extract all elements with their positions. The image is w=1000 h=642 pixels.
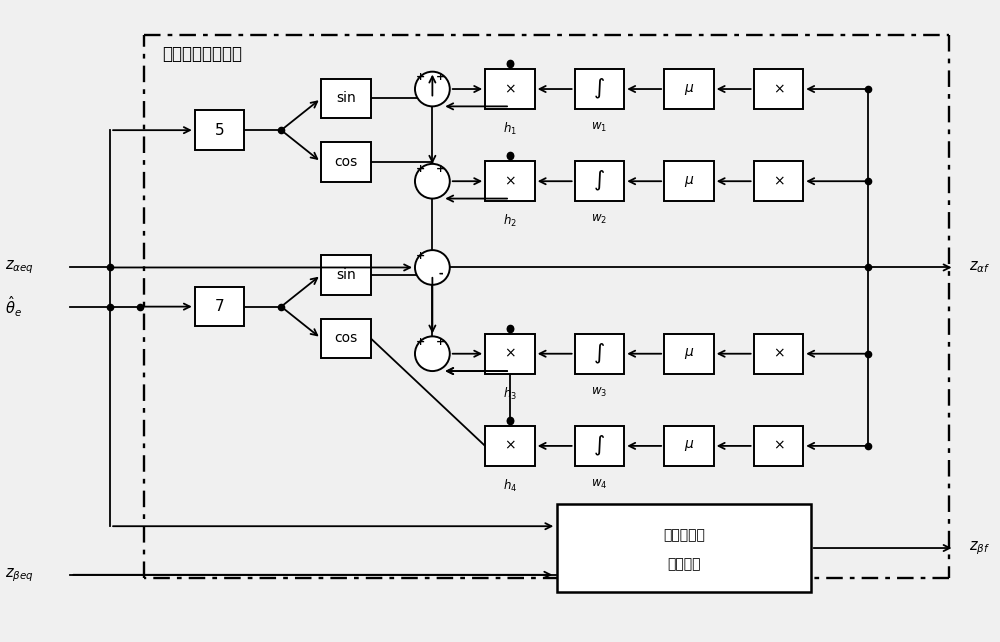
Text: +: + [436,164,445,174]
Text: $\times$: $\times$ [504,439,516,453]
Bar [754,161,803,201]
Bar [485,426,535,465]
Bar [754,426,803,465]
Text: 自适应陷波滤波器: 自适应陷波滤波器 [162,46,242,64]
Circle shape [415,72,450,107]
Text: 波滤波器: 波滤波器 [667,557,701,571]
Text: $\mu$: $\mu$ [684,438,694,453]
Text: +: + [416,164,425,174]
Text: $h_2$: $h_2$ [503,213,517,229]
Bar [485,69,535,109]
Text: $\int$: $\int$ [593,434,605,458]
Bar [321,255,371,295]
Bar [664,161,714,201]
Text: $\int$: $\int$ [593,169,605,193]
Text: $\int$: $\int$ [593,77,605,101]
Text: $\hat{\theta}_e$: $\hat{\theta}_e$ [5,295,22,319]
Text: $\times$: $\times$ [504,347,516,361]
Text: $w_4$: $w_4$ [591,478,608,490]
Text: $z_{\beta eq}$: $z_{\beta eq}$ [5,566,33,584]
Text: $\times$: $\times$ [773,82,784,96]
Text: -: - [438,268,443,279]
Bar [575,69,624,109]
Text: $z_{\beta f}$: $z_{\beta f}$ [969,539,991,557]
Text: 5: 5 [215,123,224,137]
Bar [754,334,803,374]
Circle shape [415,250,450,285]
Bar [664,69,714,109]
Text: $\mu$: $\mu$ [684,82,694,96]
Text: $\times$: $\times$ [504,82,516,96]
Text: -: - [438,268,443,279]
Text: 7: 7 [215,299,224,314]
Text: $z_{\alpha eq}$: $z_{\alpha eq}$ [5,259,34,276]
Text: 自适应陷波: 自适应陷波 [663,528,705,542]
Text: +: + [436,337,445,347]
Bar [754,69,803,109]
Text: +: + [416,250,425,261]
Text: sin: sin [336,268,356,282]
Text: $w_2$: $w_2$ [591,213,607,226]
Bar [557,505,811,592]
Bar [485,161,535,201]
Text: $w_3$: $w_3$ [591,385,608,399]
Text: cos: cos [334,331,357,345]
Text: +: + [416,337,425,347]
Bar [575,334,624,374]
Text: $z_{\alpha f}$: $z_{\alpha f}$ [969,259,991,275]
Bar [321,78,371,118]
Text: cos: cos [334,155,357,169]
Text: $w_1$: $w_1$ [591,121,607,134]
Bar [485,334,535,374]
Text: $\mu$: $\mu$ [684,346,694,361]
Text: $\times$: $\times$ [773,439,784,453]
Text: +: + [416,72,425,82]
Text: $\mu$: $\mu$ [684,174,694,189]
Bar [195,287,244,326]
Bar [321,142,371,182]
Bar [664,426,714,465]
Text: $\times$: $\times$ [773,174,784,188]
Bar [575,426,624,465]
Text: $\times$: $\times$ [504,174,516,188]
Text: $\int$: $\int$ [593,342,605,366]
Circle shape [415,164,450,198]
Text: +: + [436,72,445,82]
Text: $h_4$: $h_4$ [503,478,517,494]
Text: $\times$: $\times$ [773,347,784,361]
Bar [321,318,371,358]
Text: sin: sin [336,91,356,105]
Bar [575,161,624,201]
Text: $h_1$: $h_1$ [503,121,517,137]
Text: $h_3$: $h_3$ [503,385,517,401]
Bar [195,110,244,150]
Circle shape [415,336,450,371]
Bar [664,334,714,374]
